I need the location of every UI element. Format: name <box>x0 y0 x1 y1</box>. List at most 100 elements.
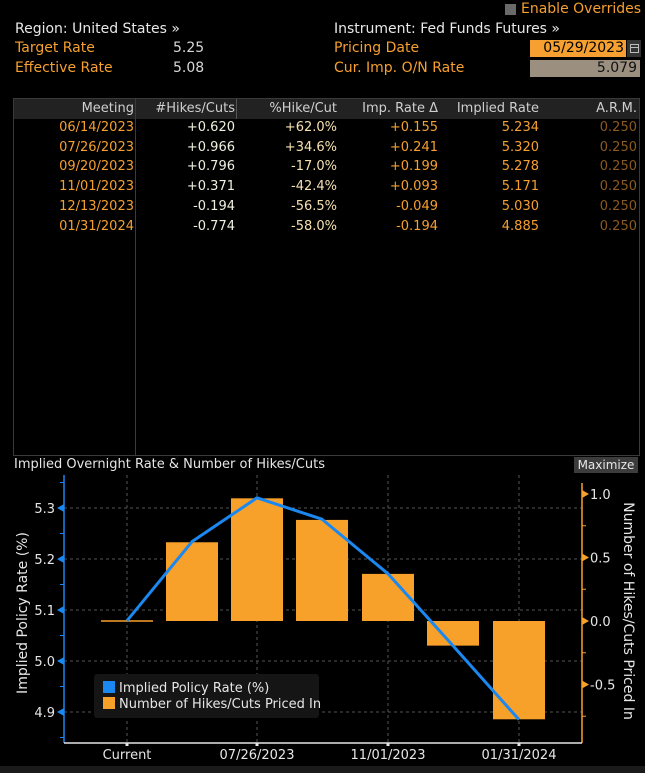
left-tick-marker <box>57 606 64 614</box>
cell-hikes-cuts: +0.620 <box>186 120 235 135</box>
left-axis-label: Implied Policy Rate (%) <box>15 532 31 694</box>
col-header-meeting[interactable]: Meeting <box>81 101 134 116</box>
x-tick-marker <box>255 743 259 746</box>
x-tick-marker <box>125 743 129 746</box>
right-tick-marker <box>582 490 589 498</box>
legend-swatch-hikes <box>103 697 115 709</box>
col-header-imp-rate-delta[interactable]: Imp. Rate Δ <box>362 101 438 116</box>
legend-swatch-rate <box>103 681 115 693</box>
cell-imp-rate-delta: +0.093 <box>389 179 438 195</box>
legend-label-rate: Implied Policy Rate (%) <box>119 681 269 696</box>
cell-imp-rate-delta: -0.194 <box>396 218 438 234</box>
right-tick-label: 0.5 <box>590 552 611 567</box>
cell-pct-hike-cut: +34.6% <box>284 139 337 155</box>
cell-implied-rate: 5.320 <box>501 139 539 155</box>
cell-pct-hike-cut: -56.5% <box>291 198 337 214</box>
cell-implied-rate: 4.885 <box>501 218 539 234</box>
cell-arm: 0.250 <box>599 120 637 135</box>
chart-legend: Implied Policy Rate (%) Number of Hikes/… <box>94 674 321 718</box>
left-tick-marker <box>57 504 64 512</box>
left-tick-label: 5.1 <box>34 604 55 619</box>
cell-meeting: 07/26/2023 <box>59 139 134 155</box>
cur-imp-rate-field[interactable]: 5.079 <box>530 60 640 77</box>
cur-imp-rate-label: Cur. Imp. O/N Rate <box>334 60 465 76</box>
target-rate-label: Target Rate <box>15 40 95 56</box>
calendar-button[interactable] <box>627 40 641 57</box>
col-header-arm[interactable]: A.R.M. <box>596 101 637 116</box>
cell-arm: 0.250 <box>599 218 637 234</box>
cell-implied-rate: 5.030 <box>501 198 539 214</box>
cell-imp-rate-delta: +0.241 <box>389 139 438 155</box>
right-tick-marker <box>582 553 589 562</box>
bar-09-20-2023 <box>296 519 348 621</box>
bar-06-14-2023 <box>166 542 218 621</box>
cell-hikes-cuts: +0.371 <box>186 179 235 195</box>
left-tick-label: 5.3 <box>34 502 55 517</box>
target-rate-value: 5.25 <box>173 40 205 56</box>
left-tick-marker <box>57 555 64 563</box>
cell-imp-rate-delta: +0.199 <box>389 159 438 175</box>
x-tick-label: Current <box>103 748 152 763</box>
cell-implied-rate: 5.171 <box>501 179 539 195</box>
enable-overrides-checkbox[interactable] <box>505 4 516 15</box>
col-header-implied-rate[interactable]: Implied Rate <box>456 101 539 116</box>
x-tick-label: 11/01/2023 <box>351 748 426 763</box>
right-tick-label: 1.0 <box>590 488 611 503</box>
x-tick-label: 07/26/2023 <box>220 748 295 763</box>
x-tick-label: 01/31/2024 <box>482 748 557 763</box>
bar-01-31-2024 <box>493 621 545 720</box>
x-tick-marker <box>386 743 390 746</box>
table-header <box>14 99 639 119</box>
implied-rate-line <box>125 496 521 721</box>
cell-meeting: 01/31/2024 <box>59 218 134 234</box>
cell-meeting: 12/13/2023 <box>59 198 134 214</box>
bar-07-26-2023 <box>231 498 283 621</box>
pricing-date-label: Pricing Date <box>334 40 420 56</box>
col-header-hikes-cuts[interactable]: #Hikes/Cuts <box>155 101 235 116</box>
x-tick-marker <box>517 743 521 746</box>
cell-imp-rate-delta: -0.049 <box>396 198 438 214</box>
right-tick-marker <box>582 617 589 625</box>
enable-overrides-label[interactable]: Enable Overrides <box>521 1 642 17</box>
pricing-date-input[interactable]: 05/29/2023 <box>530 40 626 57</box>
cell-meeting: 06/14/2023 <box>59 120 134 135</box>
right-axis-label: Number of Hikes/Cuts Priced In <box>620 502 636 720</box>
cell-arm: 0.250 <box>599 159 637 175</box>
region-selector[interactable]: Region: United States » <box>15 21 180 37</box>
chart-axes: 4.9 5.0 5.1 5.2 5.3 -0.5 0.0 0.5 1.0 Current 07/26… <box>34 475 615 763</box>
left-tick-label: 5.2 <box>34 553 55 568</box>
legend-background <box>94 674 319 718</box>
right-tick-label: -0.5 <box>590 679 615 694</box>
cell-arm: 0.250 <box>599 139 637 155</box>
cell-implied-rate: 5.278 <box>501 159 539 175</box>
right-tick-marker <box>582 680 589 689</box>
cell-hikes-cuts: -0.774 <box>193 218 235 234</box>
bar-series <box>101 498 545 720</box>
cell-implied-rate: 5.234 <box>501 120 539 135</box>
cell-pct-hike-cut: -58.0% <box>291 218 337 234</box>
cell-arm: 0.250 <box>599 179 637 195</box>
chart-title: Implied Overnight Rate & Number of Hikes… <box>14 457 325 472</box>
col-header-pct-hike-cut[interactable]: %Hike/Cut <box>269 101 337 116</box>
right-tick-label: 0.0 <box>590 615 611 630</box>
effective-rate-label: Effective Rate <box>15 60 113 76</box>
cell-hikes-cuts: +0.796 <box>186 159 235 175</box>
instrument-selector[interactable]: Instrument: Fed Funds Futures » <box>334 21 560 37</box>
cell-pct-hike-cut: -17.0% <box>291 159 337 175</box>
left-tick-marker <box>57 708 64 716</box>
left-tick-label: 4.9 <box>34 706 55 721</box>
cell-hikes-cuts: +0.966 <box>186 139 235 155</box>
meetings-table: Meeting #Hikes/Cuts %Hike/Cut Imp. Rate … <box>13 98 640 456</box>
bar-11-01-2023 <box>362 573 414 621</box>
column-divider <box>135 99 136 455</box>
rate-chart: 4.9 5.0 5.1 5.2 5.3 -0.5 0.0 0.5 1.0 Current 07/26… <box>15 475 636 763</box>
cell-hikes-cuts: -0.194 <box>193 198 235 214</box>
legend-label-hikes: Number of Hikes/Cuts Priced In <box>119 697 321 712</box>
cell-meeting: 09/20/2023 <box>59 159 134 175</box>
effective-rate-value: 5.08 <box>173 60 205 76</box>
maximize-button[interactable]: Maximize <box>574 457 638 473</box>
cell-pct-hike-cut: +62.0% <box>284 120 337 135</box>
cell-meeting: 11/01/2023 <box>59 179 134 195</box>
cell-imp-rate-delta: +0.155 <box>389 120 438 135</box>
calendar-icon <box>630 44 639 53</box>
